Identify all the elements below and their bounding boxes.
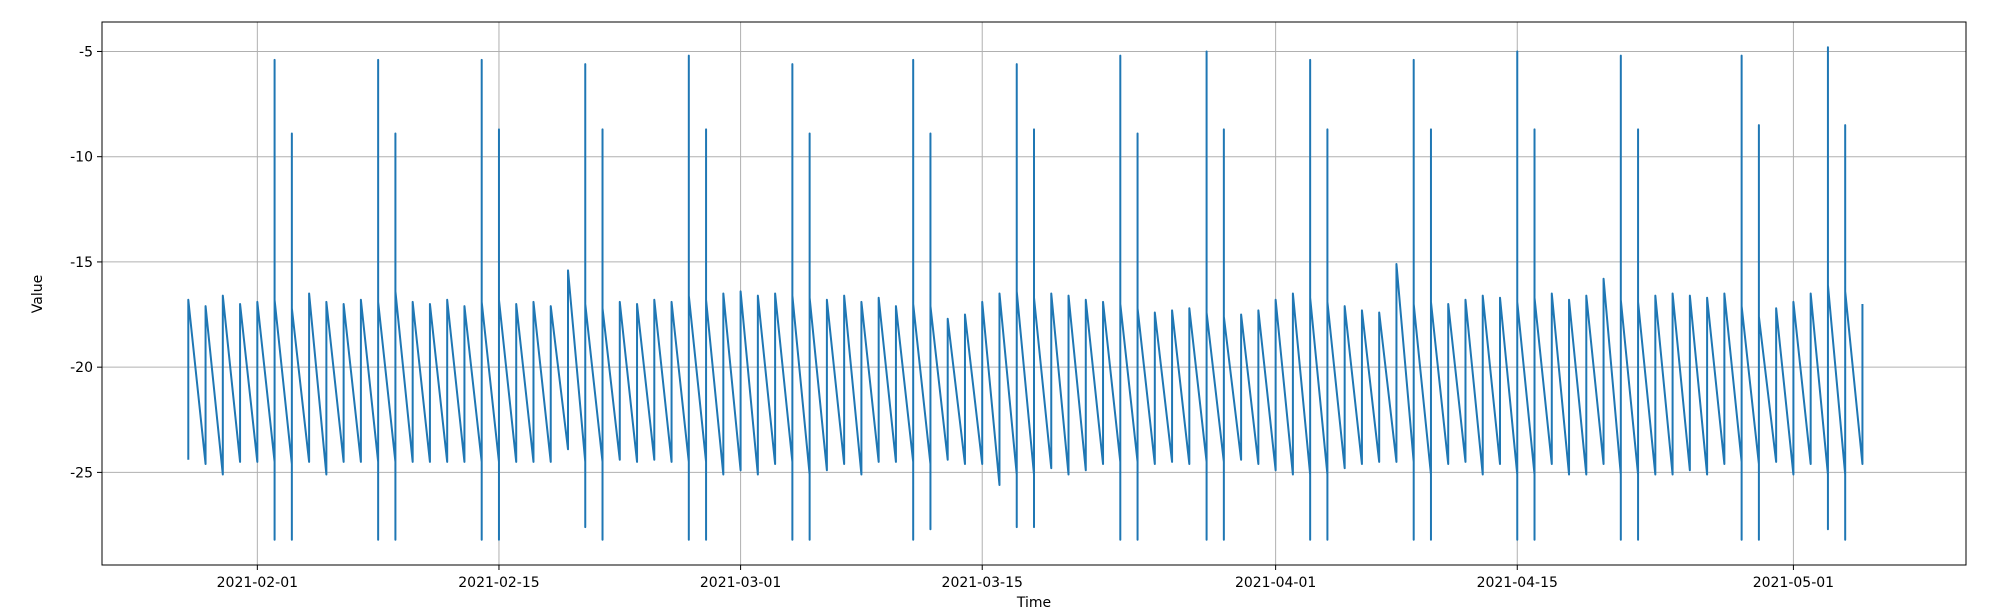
x-tick-label: 2021-05-01 (1753, 575, 1834, 591)
x-tick-label: 2021-03-01 (700, 575, 781, 591)
y-tick-label: -20 (70, 360, 93, 376)
x-axis-label: Time (1016, 595, 1051, 611)
data-line (187, 46, 1864, 541)
x-tick-label: 2021-03-15 (942, 575, 1023, 591)
y-tick-label: -5 (79, 44, 93, 60)
y-tick-label: -10 (70, 150, 93, 166)
x-tick-label: 2021-02-15 (458, 575, 539, 591)
y-tick-label: -25 (70, 465, 93, 481)
x-tick-label: 2021-04-01 (1235, 575, 1316, 591)
y-tick-label: -15 (70, 255, 93, 271)
x-tick-label: 2021-04-15 (1477, 575, 1558, 591)
x-tick-label: 2021-02-01 (217, 575, 298, 591)
plot-frame (101, 21, 1967, 566)
y-axis-label: Value (30, 275, 46, 313)
